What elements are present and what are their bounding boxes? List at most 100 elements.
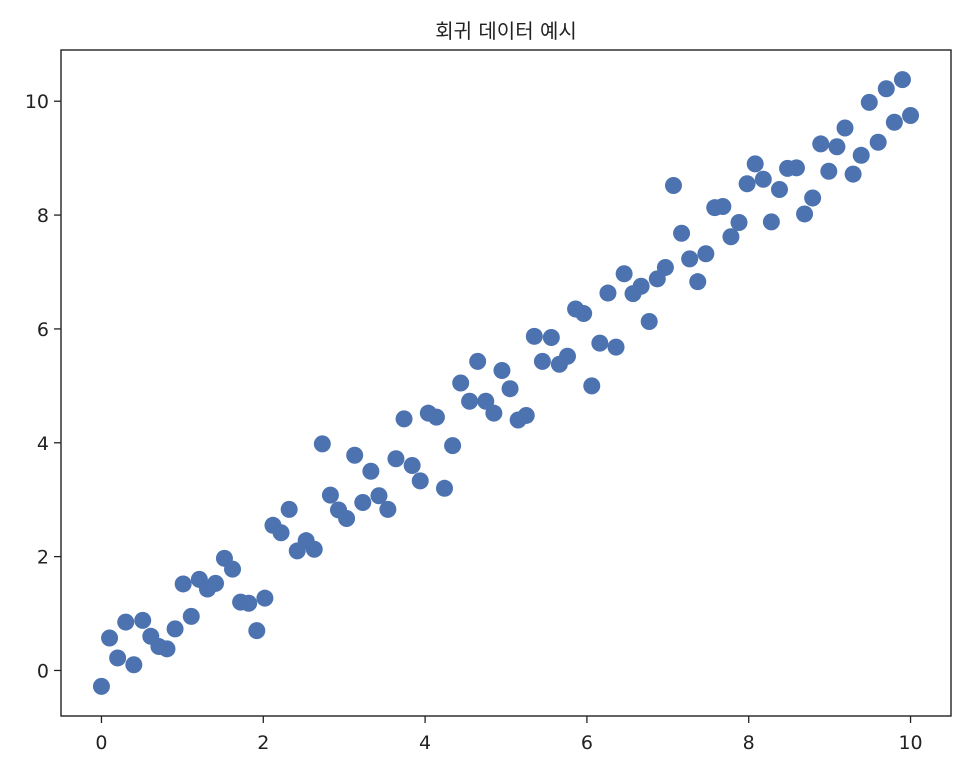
x-tick-label: 2 [257,732,269,754]
data-point [354,494,372,512]
x-axis-ticks: 0 2 4 6 8 10 [95,716,923,754]
data-point [395,410,413,428]
chart-title: 회귀 데이터 예시 [435,19,577,43]
data-point [714,198,732,216]
data-point [101,629,119,647]
data-point [370,487,388,505]
data-point [427,408,445,426]
data-point [134,611,152,629]
data-point [796,205,814,223]
data-point [525,327,543,345]
data-point [501,380,519,398]
data-point [207,574,225,592]
data-point [820,162,838,180]
data-point [182,607,200,625]
data-point [338,509,356,527]
data-point [493,361,511,379]
y-tick-label: 4 [37,433,49,455]
data-point [615,265,633,283]
data-point [452,374,470,392]
data-point [852,146,870,164]
data-point [92,677,110,695]
data-point [697,245,715,263]
data-point [387,450,405,468]
data-point [656,258,674,276]
data-point [558,347,576,365]
data-point [583,377,601,395]
data-point [738,175,756,193]
data-point [379,500,397,518]
x-tick-label: 10 [898,732,922,754]
data-point [632,277,650,295]
y-tick-label: 8 [37,205,49,227]
y-tick-label: 2 [37,547,49,569]
x-tick-label: 8 [743,732,755,754]
data-point [640,313,658,331]
data-point [877,80,895,98]
x-tick-label: 6 [581,732,593,754]
data-point [362,462,380,480]
data-point [575,305,593,323]
data-point [730,213,748,231]
data-points [92,71,920,695]
data-point [689,273,707,291]
data-point [477,392,495,410]
y-tick-label: 6 [37,319,49,341]
data-point [411,472,429,490]
data-point [828,138,846,156]
data-point [722,228,740,246]
data-point [591,334,609,352]
data-point [256,589,274,607]
data-point [517,406,535,424]
data-point [599,284,617,302]
data-point [902,106,920,124]
data-point [844,165,862,183]
data-point [240,594,258,612]
data-point [860,93,878,111]
data-point [812,135,830,153]
data-point [305,540,323,558]
data-point [346,446,364,464]
data-point [403,457,421,475]
data-point [224,560,242,578]
data-point [280,500,298,518]
x-tick-label: 4 [419,732,431,754]
x-tick-label: 0 [95,732,107,754]
data-point [158,640,176,658]
data-point [125,656,143,674]
data-point [109,649,127,667]
data-point [248,622,266,640]
data-point [174,575,192,593]
data-point [673,224,691,242]
data-point [885,113,903,131]
data-point [893,71,911,89]
y-tick-label: 0 [37,660,49,682]
data-point [469,352,487,370]
data-point [444,437,462,455]
data-point [607,338,625,356]
data-point [542,328,560,346]
data-point [272,524,290,542]
data-point [869,133,887,151]
data-point [754,170,772,188]
data-point [321,486,339,504]
data-point [770,180,788,198]
data-point [313,435,331,453]
data-point [533,352,551,370]
data-point [762,213,780,231]
data-point [681,250,699,268]
data-point [664,176,682,194]
y-axis-ticks: 0 2 4 6 8 10 [25,91,61,682]
plot-frame [60,49,952,717]
data-point [461,392,479,410]
data-point [166,620,184,638]
data-point [485,404,503,422]
data-point [117,613,135,631]
data-point [836,119,854,137]
data-point [787,159,805,177]
data-point [746,155,764,173]
y-tick-label: 10 [25,91,49,113]
data-point [436,479,454,497]
